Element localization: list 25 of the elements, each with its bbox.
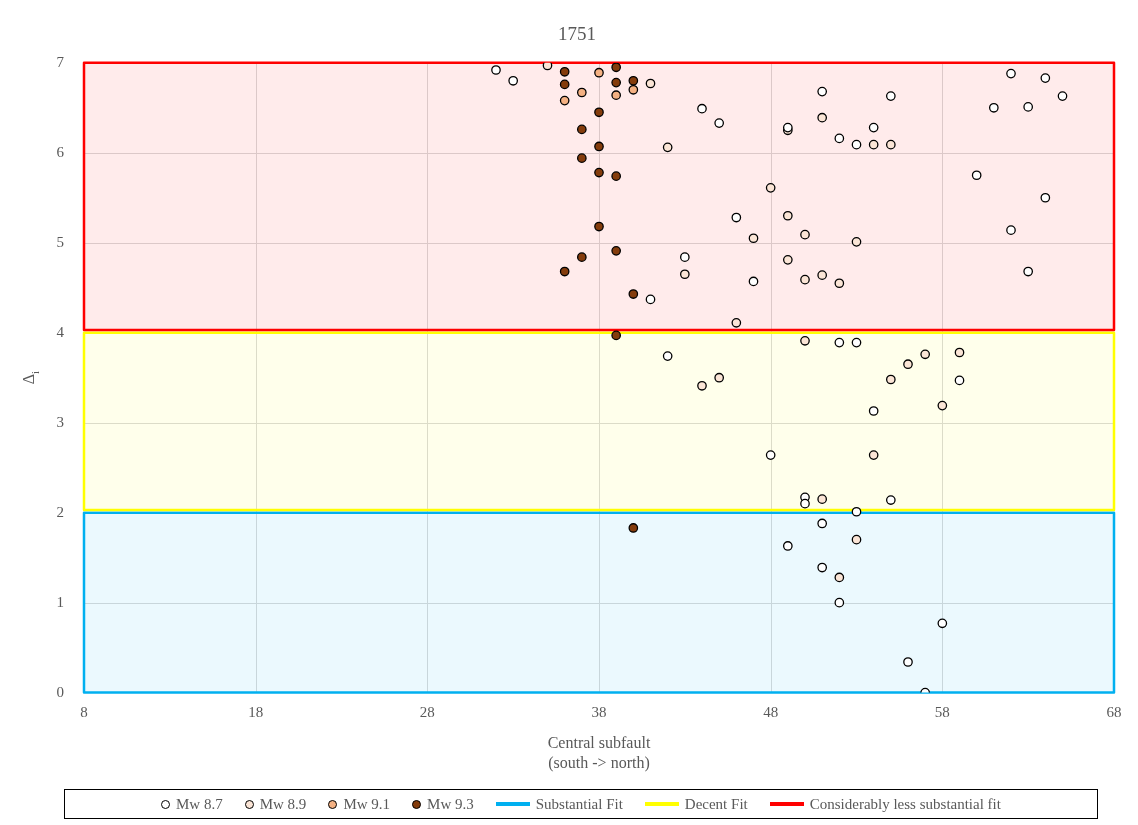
x-tick-label: 68 [1106,703,1122,720]
legend-label: Mw 9.1 [343,795,391,813]
x-tick-label: 38 [591,703,607,720]
y-tick-label: 4 [56,323,65,340]
x-axis-title: Central subfault (south -> north) [547,734,651,772]
y-tick-label: 6 [56,143,65,160]
y-tick-label: 7 [56,53,65,70]
x-tick-label: 28 [419,703,435,720]
y-tick-label: 5 [56,233,64,250]
legend-label: Considerably less substantial fit [809,795,1001,813]
x-tick-label: 48 [763,703,779,720]
x-tick-label: 58 [934,703,950,720]
y-tick-label: 1 [56,593,64,610]
legend-label: Mw 8.7 [176,795,223,813]
y-tick-label: 2 [56,503,64,520]
y-axis-title: Δi [20,371,41,385]
x-tick-label: 18 [248,703,264,720]
legend-label: Mw 8.9 [259,795,307,813]
x-tick-label: 8 [80,703,88,720]
legend-label: Substantial Fit [535,795,623,813]
chart-title: 1751 [558,23,596,45]
y-tick-label: 3 [56,413,64,430]
legend-label: Decent Fit [684,795,748,813]
y-tick-label: 0 [56,683,64,700]
legend-label: Mw 9.3 [427,795,474,813]
